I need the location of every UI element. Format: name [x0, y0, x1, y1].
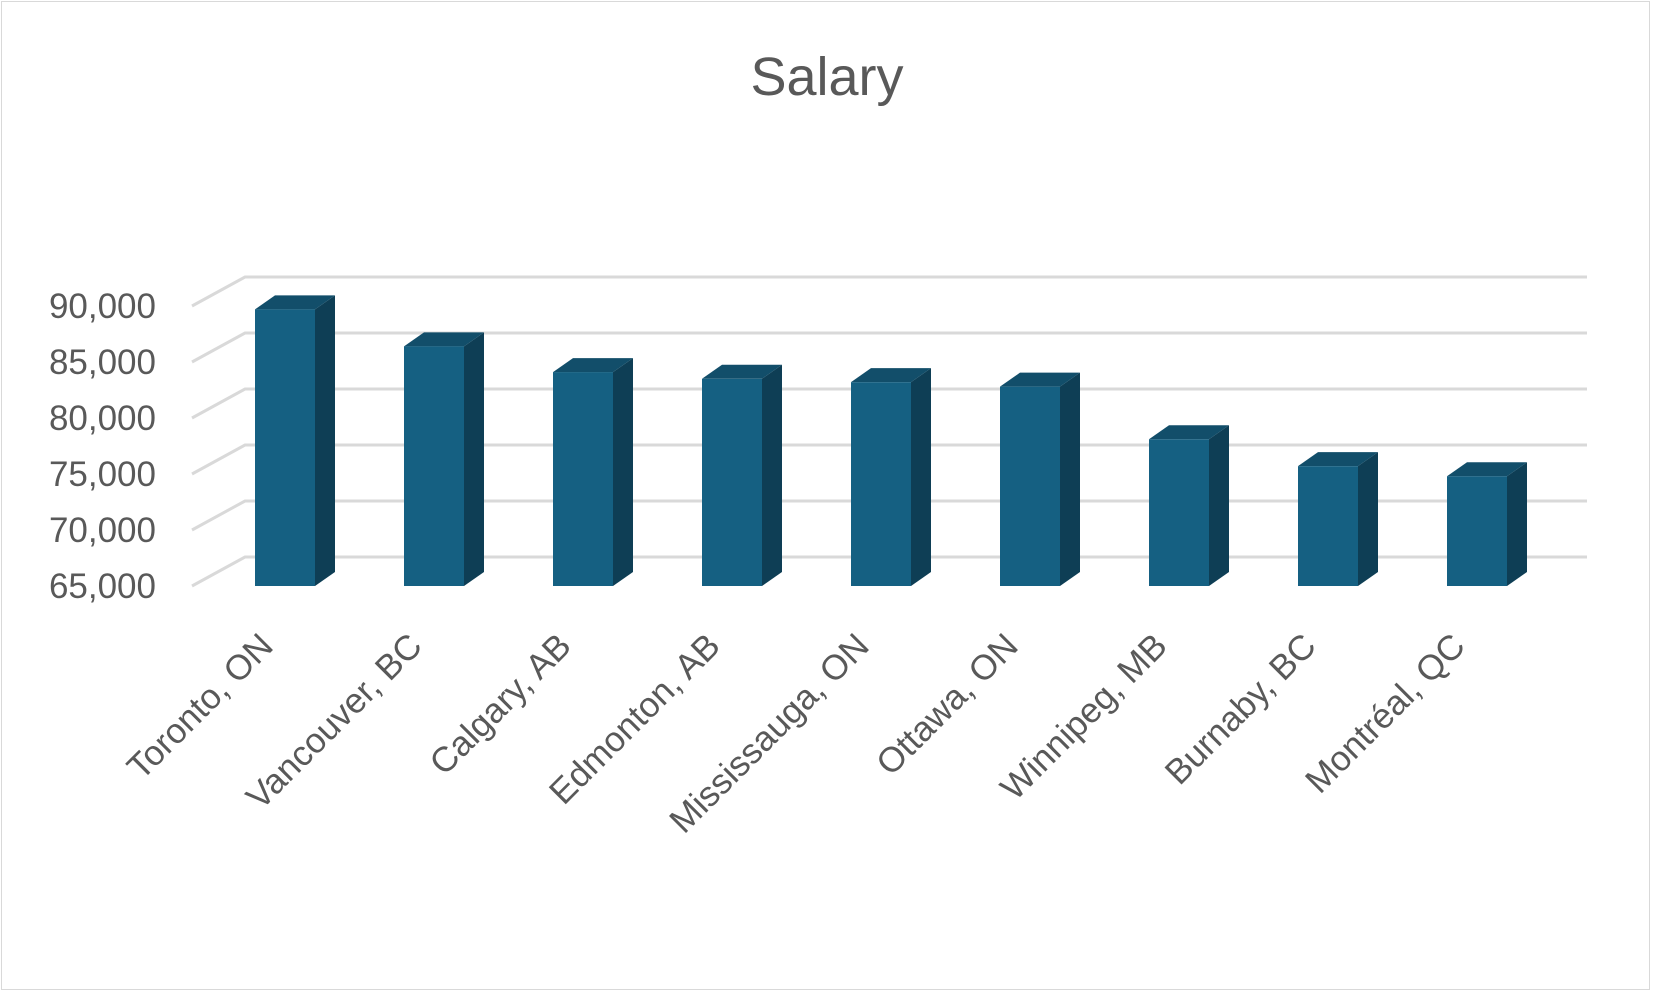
bar-side: [315, 295, 335, 586]
bar-front: [1000, 386, 1060, 586]
x-category-label: Montréal, QC: [1298, 626, 1473, 801]
x-category-label: Burnaby, BC: [1158, 626, 1324, 792]
bar-top: [1000, 372, 1080, 387]
bar-front: [702, 378, 762, 586]
bar-side: [464, 332, 484, 586]
bar-top: [702, 364, 782, 379]
bar-front: [1298, 466, 1358, 586]
bar-top: [404, 332, 484, 347]
bar-top: [553, 358, 633, 373]
bar: [851, 368, 931, 586]
y-axis-tick-labels: 65,000 70,000 75,000 80,000 85,000 90,000: [49, 287, 156, 606]
bar-top: [255, 295, 335, 310]
bar-front: [1447, 476, 1507, 586]
bar-side: [762, 364, 782, 586]
bar-front: [1149, 439, 1209, 586]
bar-front: [851, 382, 911, 586]
gridline: [191, 331, 1587, 364]
bar-top: [851, 368, 931, 383]
bar-side: [911, 368, 931, 586]
bar-top: [1447, 462, 1527, 477]
bar-top: [1298, 452, 1378, 467]
bar: [1149, 425, 1229, 586]
y-tick-label: 80,000: [49, 399, 156, 438]
x-category-label: Toronto, ON: [120, 626, 281, 787]
gridline: [191, 499, 1587, 532]
bar: [1447, 462, 1527, 586]
bar: [1298, 452, 1378, 586]
y-tick-label: 75,000: [49, 455, 156, 494]
y-tick-label: 65,000: [49, 567, 156, 606]
bar: [702, 364, 782, 586]
bar-side: [613, 358, 633, 586]
bars: [255, 295, 1527, 586]
gridline: [191, 387, 1587, 420]
y-tick-label: 85,000: [49, 343, 156, 382]
bar-side: [1209, 425, 1229, 586]
bar-front: [553, 372, 613, 586]
bar-front: [255, 309, 315, 586]
bar-side: [1507, 462, 1527, 586]
bar: [553, 358, 633, 586]
y-tick-label: 90,000: [49, 287, 156, 326]
bar-front: [404, 346, 464, 586]
chart-title: Salary: [750, 47, 903, 107]
bar: [1000, 372, 1080, 586]
bar-side: [1060, 372, 1080, 586]
gridline: [191, 275, 1587, 308]
gridlines: [191, 275, 1587, 588]
x-category-label: Calgary, AB: [422, 626, 578, 782]
bar-side: [1358, 452, 1378, 586]
bar-top: [1149, 425, 1229, 440]
gridline: [191, 555, 1587, 588]
gridline: [191, 443, 1587, 476]
bar: [255, 295, 335, 586]
x-category-label: Ottawa, ON: [869, 626, 1026, 783]
y-tick-label: 70,000: [49, 511, 156, 550]
bar: [404, 332, 484, 586]
